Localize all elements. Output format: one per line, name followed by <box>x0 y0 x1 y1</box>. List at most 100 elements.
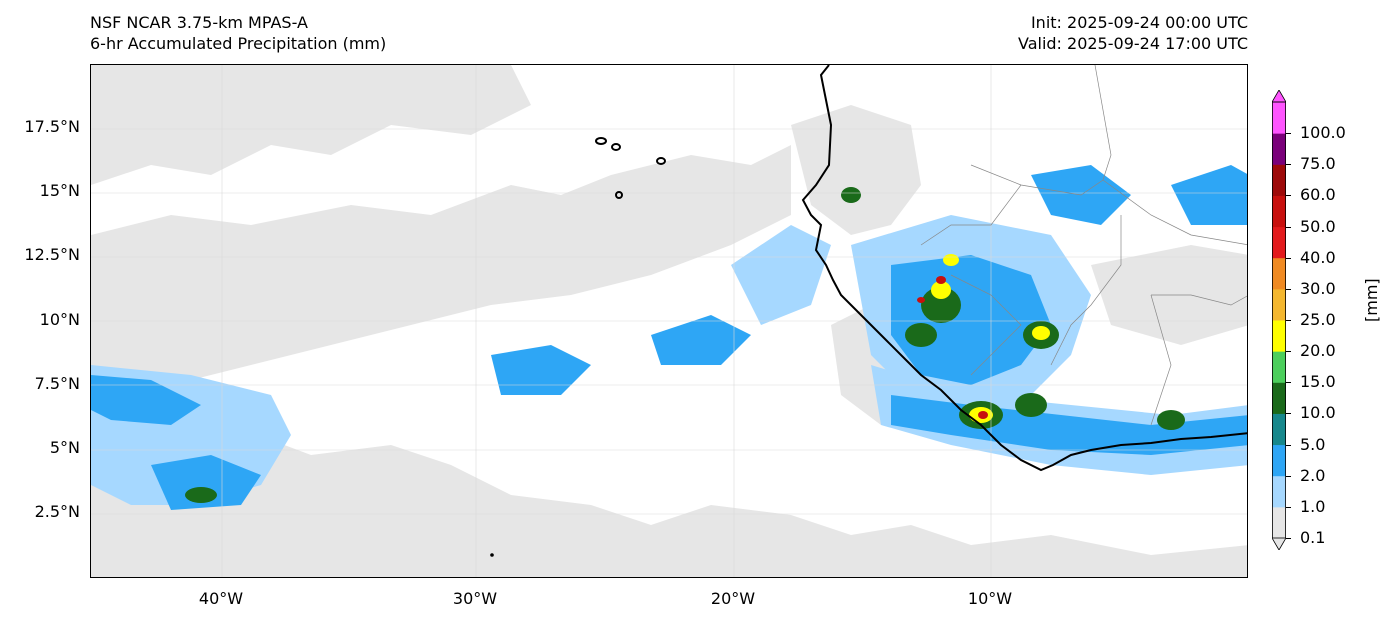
lon-label: 40°W <box>198 589 244 608</box>
map-title: NSF NCAR 3.75-km MPAS-A 6-hr Accumulated… <box>90 12 386 54</box>
field-name: 6-hr Accumulated Precipitation (mm) <box>90 34 387 53</box>
lon-label: 20°W <box>710 589 756 608</box>
lat-label: 15°N <box>39 181 80 200</box>
lat-label: 12.5°N <box>24 245 80 264</box>
colorbar-tick <box>1286 475 1291 477</box>
country-border <box>950 274 1022 376</box>
colorbar-segment <box>1272 413 1286 446</box>
colorbar-level-label: 15.0 <box>1300 372 1336 392</box>
valid-time: Valid: 2025-09-24 17:00 UTC <box>1017 34 1248 53</box>
peak-cell <box>931 281 951 299</box>
rain-core <box>891 255 1051 385</box>
init-time: Init: 2025-09-24 00:00 UTC <box>1030 13 1248 32</box>
colorbar-segment <box>1272 133 1286 165</box>
extreme-cell <box>917 297 925 303</box>
lat-label: 17.5°N <box>24 117 80 136</box>
coastline <box>801 65 1247 472</box>
country-border <box>1050 215 1122 366</box>
rain-core <box>151 455 261 510</box>
island <box>656 157 666 165</box>
rain-core <box>491 345 591 395</box>
colorbar-tick <box>1286 226 1291 228</box>
rain-core <box>651 315 751 365</box>
colorbar-level-label: 1.0 <box>1300 496 1326 516</box>
colorbar-unit: [mm] <box>1362 278 1381 322</box>
map-panel <box>90 64 1248 578</box>
heavy-cell <box>1015 393 1047 417</box>
colorbar-extend-low <box>1272 537 1286 550</box>
peak-cell <box>943 254 959 266</box>
colorbar <box>1272 90 1286 550</box>
colorbar-tick <box>1286 444 1291 446</box>
colorbar-tick <box>1286 351 1291 353</box>
colorbar-level-label: 25.0 <box>1300 310 1336 329</box>
country-border <box>920 184 1022 246</box>
colorbar-tick <box>1286 538 1291 539</box>
country-border <box>1151 294 1247 306</box>
light-precip-area <box>91 145 791 395</box>
heavy-cell <box>841 187 861 203</box>
colorbar-tick <box>1286 133 1291 135</box>
colorbar-level-label: 60.0 <box>1300 185 1336 205</box>
model-name: NSF NCAR 3.75-km MPAS-A <box>90 13 308 32</box>
colorbar-level-label: 100.0 <box>1300 123 1346 143</box>
colorbar-level-label: 2.0 <box>1300 465 1326 485</box>
rain-band <box>731 225 831 325</box>
precip-map <box>91 65 1247 577</box>
country-border <box>1150 294 1172 426</box>
country-border <box>970 65 1112 196</box>
rain-core <box>891 395 1247 455</box>
island <box>611 143 621 151</box>
lat-label: 2.5°N <box>34 502 80 521</box>
rain-core <box>1171 165 1247 225</box>
colorbar-level-label: 20.0 <box>1300 341 1336 361</box>
heavy-cell <box>185 487 217 503</box>
lat-label: 10°N <box>39 310 80 329</box>
colorbar-segment <box>1272 195 1286 228</box>
light-precip-area <box>91 65 531 185</box>
light-precip-area <box>91 395 1247 577</box>
colorbar-tick <box>1286 257 1291 259</box>
colorbar-segment <box>1272 382 1286 414</box>
colorbar-segment <box>1272 444 1286 477</box>
colorbar-segment <box>1272 288 1286 321</box>
heavy-cell <box>921 287 961 323</box>
colorbar-tick <box>1286 164 1291 166</box>
colorbar-level-label: 0.1 <box>1300 528 1326 547</box>
colorbar-segment <box>1272 226 1286 259</box>
island <box>615 191 623 199</box>
light-precip-area <box>791 105 921 235</box>
colorbar-segment <box>1272 506 1286 539</box>
heavy-cell <box>1157 410 1185 430</box>
island <box>490 553 494 557</box>
lat-label: 7.5°N <box>34 374 80 393</box>
colorbar-segment <box>1272 351 1286 383</box>
colorbar-level-label: 10.0 <box>1300 403 1336 423</box>
colorbar-tick <box>1286 288 1291 290</box>
colorbar-tick <box>1286 506 1291 508</box>
lat-label: 5°N <box>49 438 80 457</box>
colorbar-tick <box>1286 195 1291 197</box>
rain-core <box>91 375 201 425</box>
colorbar-level-label: 40.0 <box>1300 247 1336 267</box>
island <box>595 137 607 145</box>
colorbar-level-label: 50.0 <box>1300 216 1336 236</box>
colorbar-tick <box>1286 382 1291 384</box>
lon-label: 30°W <box>452 589 498 608</box>
colorbar-segment <box>1272 102 1286 134</box>
colorbar-level-label: 5.0 <box>1300 434 1326 454</box>
colorbar-segment <box>1272 475 1286 508</box>
colorbar-level-label: 75.0 <box>1300 154 1336 174</box>
colorbar-segment <box>1272 164 1286 196</box>
colorbar-segment <box>1272 257 1286 290</box>
extreme-cell <box>978 411 988 419</box>
time-info: Init: 2025-09-24 00:00 UTC Valid: 2025-0… <box>1018 12 1248 54</box>
heavy-cell <box>905 323 937 347</box>
colorbar-tick <box>1286 320 1291 321</box>
colorbar-outline <box>1272 101 1286 539</box>
colorbar-segment <box>1272 320 1286 352</box>
country-border <box>1102 179 1247 246</box>
peak-cell <box>1032 326 1050 340</box>
colorbar-level-label: 30.0 <box>1300 278 1336 298</box>
colorbar-extend-high <box>1272 90 1286 103</box>
